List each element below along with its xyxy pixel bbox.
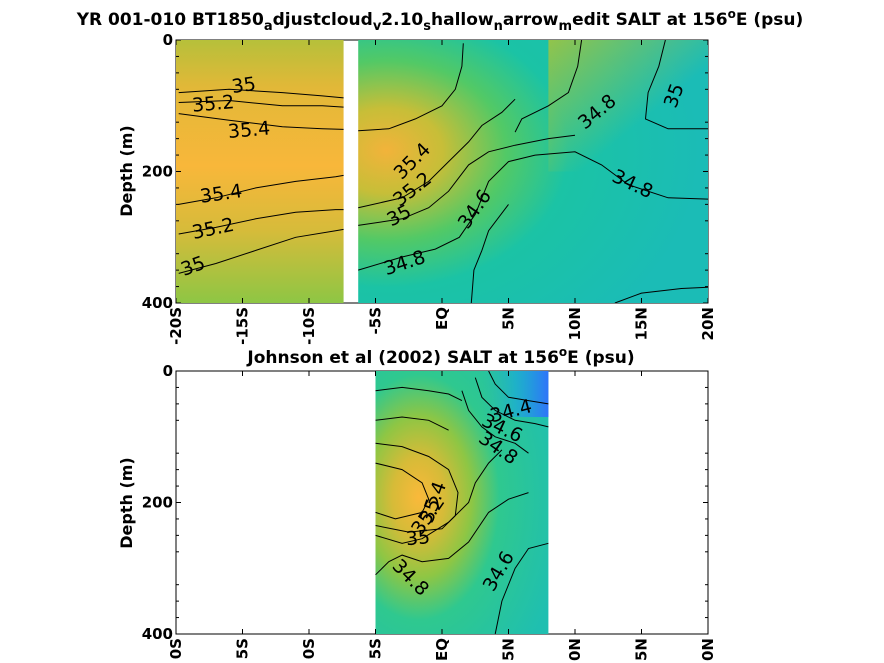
contour-35.4-2 — [178, 113, 344, 130]
salinity-field-top-south — [176, 40, 344, 303]
contour-34.8-8 — [375, 492, 529, 576]
axes-bottom: 0S 5S 0S 5S EQ 5N 0N 5N 0N 0 200 400 — [142, 362, 717, 661]
x-tick-label-7: 5N — [633, 638, 651, 661]
x-tick-label-4: EQ — [433, 638, 451, 661]
contour-35-8 — [358, 134, 576, 226]
y-tick-label-2: 400 — [142, 625, 173, 643]
title-top-part-1: djustcloud — [273, 10, 373, 30]
y-tick-label-1: 200 — [142, 494, 173, 512]
title-top-post: E (psu) — [736, 10, 803, 30]
title-top-sub-4: n — [494, 19, 503, 34]
y-tick-label-2: 400 — [142, 294, 173, 312]
chart-title-top: YR 001-010 BT1850adjustcloudv2.10shallow… — [76, 7, 804, 34]
x-tick-label-0: -20S — [167, 307, 185, 345]
contour-35.2-7 — [358, 98, 516, 209]
contour-label-5: 35 — [405, 526, 431, 550]
contour-35-0 — [178, 88, 344, 99]
contour-34.8-11 — [514, 39, 583, 133]
x-tick-label-4: EQ — [433, 307, 451, 330]
x-tick-label-5: 5N — [500, 638, 518, 661]
contour-34.8-9 — [358, 151, 709, 271]
contour-34.6-9 — [494, 542, 549, 635]
contour-35-4 — [375, 416, 449, 431]
contour-35.2-1 — [178, 99, 344, 108]
y-tick-label-0: 0 — [163, 362, 173, 380]
title-top-part-3: hallow — [431, 10, 494, 30]
x-tick-label-8: 0N — [699, 638, 717, 661]
contour-35.2-5 — [375, 442, 459, 533]
y-axis-label-bottom: Depth (m) — [117, 457, 136, 549]
contour-label-2: 35.4 — [227, 117, 271, 143]
contour-35.4-6 — [375, 462, 430, 520]
title-bottom-degree: o — [559, 345, 567, 359]
x-tick-label-1: 5S — [234, 638, 252, 659]
contour-34.6-13 — [614, 286, 709, 304]
title-top-part-5: edit SALT at 156 — [572, 10, 728, 30]
x-tick-label-6: 10N — [566, 307, 584, 340]
title-top-sub-5: m — [559, 19, 573, 34]
title-top-part-4: arrow — [503, 10, 559, 30]
salinity-field-top-northeast — [548, 40, 708, 172]
x-tick-label-7: 15N — [633, 307, 651, 340]
title-top-sub-2: v — [373, 19, 382, 34]
title-bottom-post: E (psu) — [567, 348, 634, 368]
contour-label-0: 35 — [230, 73, 257, 98]
title-top-degree: o — [728, 7, 736, 21]
x-tick-label-0: 0S — [167, 638, 185, 659]
contours-bottom — [375, 370, 549, 635]
contours-top — [178, 39, 709, 304]
contour-label-1: 35.2 — [191, 91, 235, 117]
axes-top: -20S -15S -10S -5S EQ 5N 10N 15N 20N 0 200 400 — [142, 31, 717, 345]
contour-34.6-1 — [474, 377, 549, 428]
contour-35-7 — [375, 449, 503, 544]
title-top-part-2: 2.10 — [381, 10, 423, 30]
title-top-sub-1: a — [264, 19, 273, 34]
title-bottom-pre: Johnson et al (2002) SALT at 156 — [246, 348, 559, 368]
title-top-sub-3: s — [423, 19, 431, 34]
x-tick-label-2: 0S — [300, 638, 318, 659]
x-tick-label-8: 20N — [699, 307, 717, 340]
y-tick-label-0: 0 — [163, 31, 173, 49]
contour-34.8-2 — [461, 390, 529, 454]
contour-35-12 — [644, 39, 708, 130]
chart-title-bottom: Johnson et al (2002) SALT at 156oE (psu) — [246, 345, 634, 368]
x-tick-label-3: -5S — [367, 307, 385, 334]
y-axis-label-top: Depth (m) — [117, 125, 136, 217]
contour-34.6-10 — [470, 204, 509, 304]
contour-35.2-4 — [178, 209, 344, 235]
x-tick-label-2: -10S — [300, 307, 318, 345]
contour-35.4-3 — [178, 174, 344, 205]
x-tick-label-3: 5S — [367, 638, 385, 659]
x-tick-label-5: 5N — [500, 307, 518, 330]
contour-35.4-6 — [358, 43, 464, 132]
x-tick-label-1: -15S — [234, 307, 252, 345]
contour-35-3 — [375, 386, 463, 402]
y-tick-label-1: 200 — [142, 163, 173, 181]
contour-34.4-0 — [488, 370, 549, 405]
x-tick-label-6: 0N — [566, 638, 584, 661]
title-top-pre: YR 001-010 BT1850 — [76, 10, 264, 30]
contour-35-5 — [178, 228, 344, 274]
